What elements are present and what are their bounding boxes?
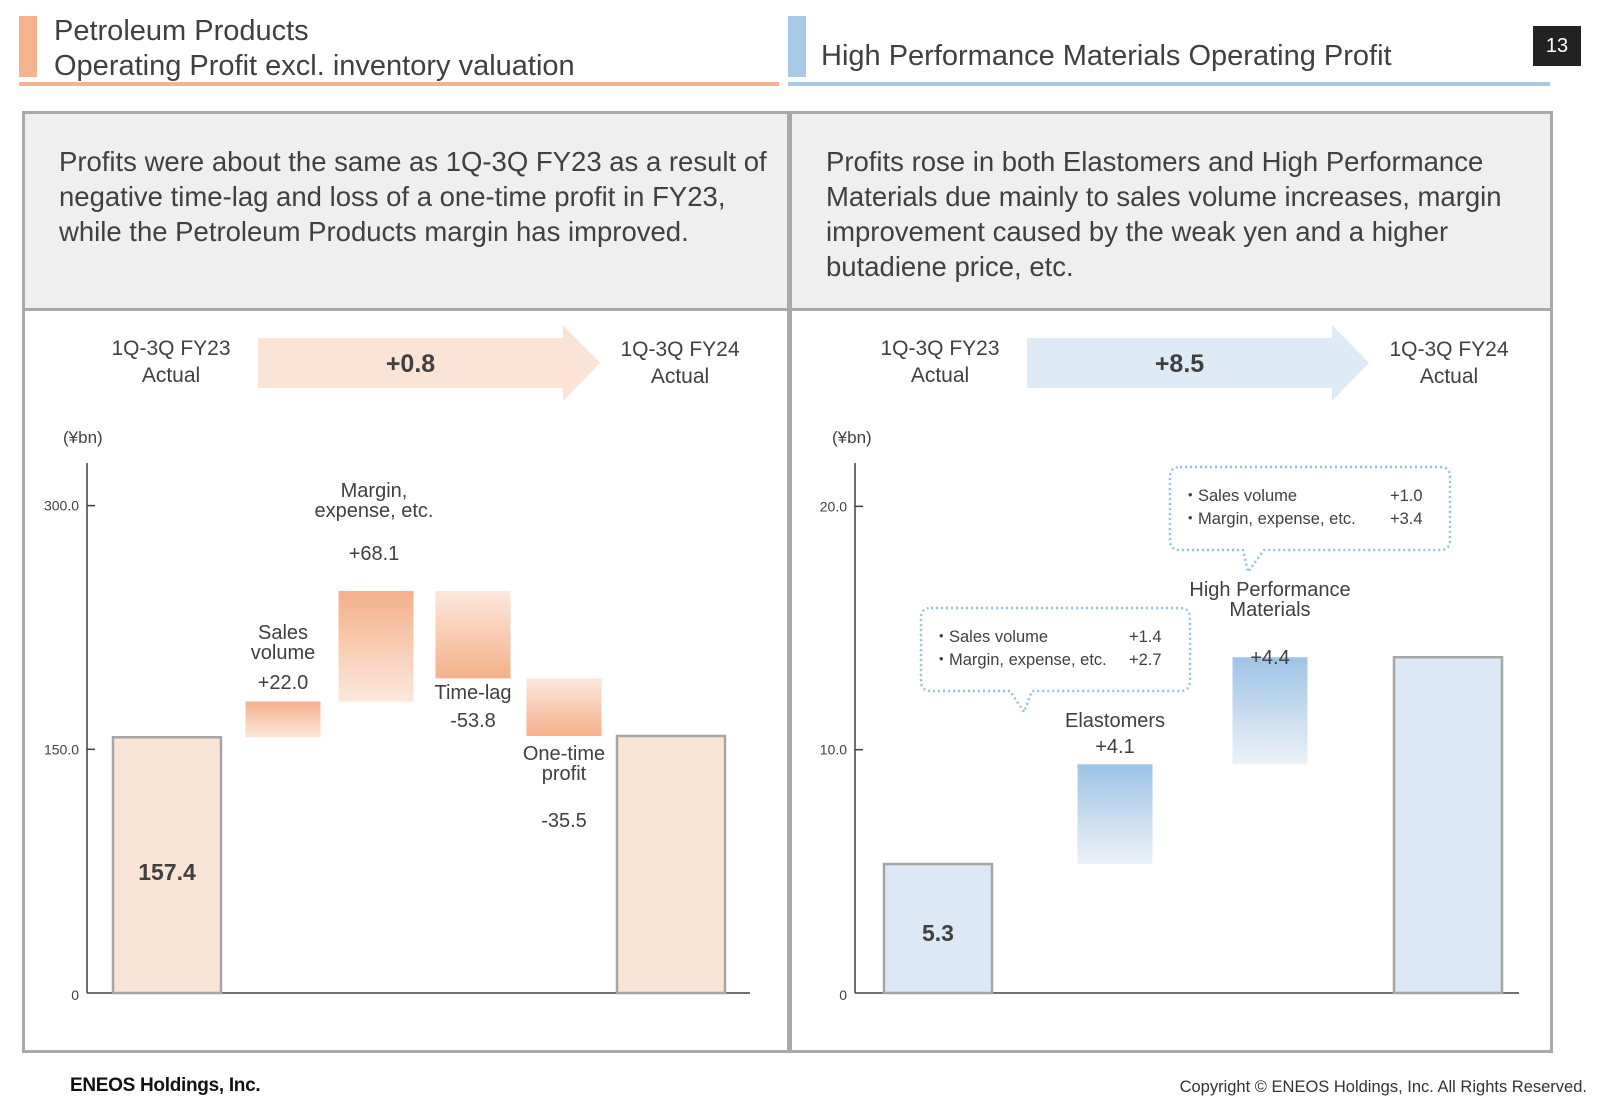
callout-item-name: Margin, expense, etc. — [1198, 510, 1356, 528]
y-axis-unit: (¥bn) — [63, 428, 103, 447]
left-summary-text: Profits were about the same as 1Q-3Q FY2… — [59, 146, 767, 247]
y-tick-label: 20.0 — [820, 498, 847, 514]
bar-total — [1392, 655, 1504, 995]
bar-up — [338, 590, 414, 702]
bar-total — [882, 862, 994, 995]
y-tick-label: 300.0 — [44, 498, 79, 514]
left-summary-box: Profits were about the same as 1Q-3Q FY2… — [25, 114, 787, 311]
bar-category-label: profit — [542, 763, 587, 785]
change-arrow — [258, 325, 600, 401]
total-value-label: 13.8 — [1426, 311, 1471, 316]
from-label-line2: Actual — [142, 364, 200, 387]
change-arrow — [1027, 325, 1369, 401]
right-waterfall-chart: 1Q-3Q FY23 Actual 1Q-3Q FY24 Actual +8.5 (¥bn… — [820, 311, 1519, 1003]
bar-category-label: Time-lag — [434, 682, 511, 704]
bar-delta-label: +22.0 — [258, 672, 309, 694]
callout-bullet: ・ — [933, 651, 950, 669]
total-change-value: +0.8 — [386, 350, 435, 378]
callout-item-name: Sales volume — [1198, 487, 1297, 505]
callout-item-value: +3.4 — [1390, 510, 1423, 528]
y-tick-label: 10.0 — [820, 742, 847, 758]
to-label-line1: 1Q-3Q FY24 — [620, 338, 739, 361]
total-value-label: 5.3 — [922, 920, 954, 946]
callout-item-name: Sales volume — [949, 628, 1048, 646]
bar-up — [245, 701, 321, 738]
total-value-label: 158.2 — [642, 311, 700, 316]
bar-delta-label: -53.8 — [450, 710, 496, 732]
bar-total — [111, 736, 223, 995]
to-label-line2: Actual — [1420, 365, 1478, 388]
left-title-line1: Petroleum Products — [54, 15, 309, 47]
callout-item-value: +1.0 — [1390, 487, 1423, 505]
callout-bullet: ・ — [1182, 487, 1199, 505]
copyright-text: Copyright © ENEOS Holdings, Inc. All Rig… — [1179, 1078, 1587, 1096]
bar-category-label: Sales — [258, 622, 308, 644]
right-title-underline — [788, 82, 1550, 86]
left-title-underline — [19, 82, 779, 86]
left-title-line2: Operating Profit excl. inventory valuati… — [54, 50, 575, 82]
bar-delta-label: +4.1 — [1095, 736, 1134, 758]
bar-delta-label: -35.5 — [541, 810, 587, 832]
right-summary-text: Profits rose in both Elastomers and High… — [826, 146, 1502, 282]
company-logo: ENEOS Holdings, Inc. — [70, 1075, 261, 1096]
right-title: High Performance Materials Operating Pro… — [821, 40, 1392, 72]
bar-down — [526, 678, 602, 736]
right-panel: Profits rose in both Elastomers and High… — [789, 111, 1553, 1053]
callout-bubble — [919, 606, 1192, 714]
total-value-label: 157.4 — [138, 859, 196, 885]
right-title-accent-bar — [788, 16, 806, 77]
callout-bullet: ・ — [1182, 510, 1199, 528]
bar-category-label: High Performance — [1189, 579, 1350, 601]
from-label-line1: 1Q-3Q FY23 — [111, 337, 230, 360]
left-title-accent-bar — [19, 16, 37, 77]
bar-down — [435, 590, 511, 679]
callout-item-value: +1.4 — [1129, 628, 1162, 646]
bar-total — [615, 734, 727, 995]
page-number: 13 — [1533, 26, 1581, 66]
bar-up — [1232, 657, 1308, 765]
total-change-value: +8.5 — [1155, 350, 1204, 378]
callout-item-name: Margin, expense, etc. — [949, 651, 1107, 669]
to-label-line2: Actual — [651, 365, 709, 388]
bar-delta-label: +68.1 — [349, 543, 400, 565]
bar-category-label: Materials — [1229, 599, 1310, 621]
callout-bubble — [1168, 465, 1452, 574]
from-label-line2: Actual — [911, 364, 969, 387]
bar-category-label: One-time — [523, 743, 605, 765]
bar-category-label: Margin, — [341, 480, 408, 502]
bar-up — [1077, 764, 1153, 865]
bar-delta-label: +4.4 — [1250, 647, 1289, 669]
bar-category-label: Elastomers — [1065, 710, 1165, 732]
left-waterfall-chart: 1Q-3Q FY23 Actual 1Q-3Q FY24 Actual +0.8 (¥bn… — [44, 311, 750, 1003]
right-summary-box: Profits rose in both Elastomers and High… — [792, 114, 1550, 311]
y-tick-label: 0 — [71, 987, 79, 1003]
to-label-line1: 1Q-3Q FY24 — [1389, 338, 1508, 361]
callout-bullet: ・ — [933, 628, 950, 646]
callout-item-value: +2.7 — [1129, 651, 1162, 669]
y-axis-unit: (¥bn) — [832, 428, 872, 447]
bar-category-label: volume — [251, 642, 315, 664]
from-label-line1: 1Q-3Q FY23 — [880, 337, 999, 360]
y-tick-label: 150.0 — [44, 741, 79, 757]
bar-category-label: expense, etc. — [315, 500, 434, 522]
y-tick-label: 0 — [839, 987, 847, 1003]
left-panel: Profits were about the same as 1Q-3Q FY2… — [22, 111, 790, 1053]
